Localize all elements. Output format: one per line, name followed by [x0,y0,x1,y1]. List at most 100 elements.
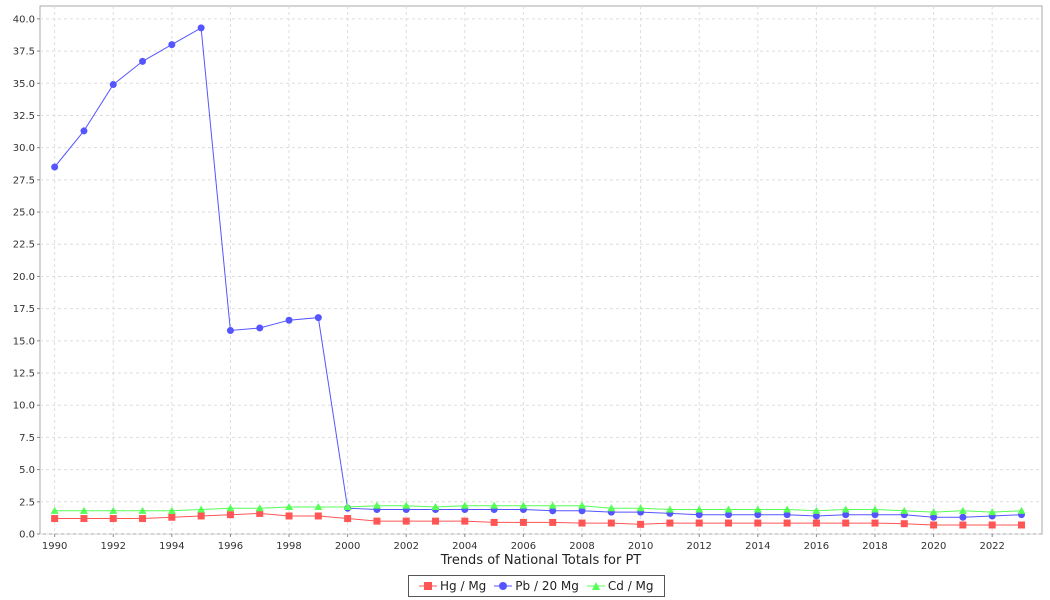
series-line [54,27,1022,518]
data-point-square [930,521,938,529]
y-tick-label: 22.5 [13,240,35,251]
x-tick-label: 2022 [979,541,1004,552]
data-point-square [197,512,205,520]
legend-label-hg: Hg / Mg [440,579,487,593]
data-point-triangle [607,504,616,512]
y-tick-label: 5.0 [19,465,35,476]
data-point-square [461,517,469,525]
data-point-square [900,520,908,528]
x-tick-label: 1994 [159,541,184,552]
data-point-square [432,517,440,525]
x-axis: 1990 1992 1994 1996 1998 2000 2002 2004 2006 2008… [42,534,1005,552]
data-point-triangle [636,504,645,512]
data-point-square [285,512,293,520]
series-line [54,512,1022,526]
data-point-square [725,519,733,527]
data-point-triangle [783,505,792,513]
data-point-square [168,513,176,521]
square-marker-icon [419,582,437,590]
data-point-square [109,515,117,523]
data-point-square [519,518,527,526]
plot-area [39,5,1043,535]
data-point-triangle [109,506,118,514]
data-point-square [607,519,615,527]
data-point-triangle [988,508,997,516]
data-point-triangle [665,505,674,513]
data-point-triangle [1017,506,1026,514]
data-point-triangle [958,506,967,514]
data-point-circle [80,127,88,135]
data-point-square [373,517,381,525]
y-tick-label: 40.0 [13,14,35,25]
series-0 [51,509,1025,529]
y-tick-label: 37.5 [13,47,35,58]
data-point-circle [871,511,879,519]
data-point-square [578,519,586,527]
data-point-triangle [871,505,879,513]
y-tick-label: 12.5 [13,369,35,380]
data-point-triangle [255,504,264,512]
y-tick-label: 15.0 [13,336,35,347]
y-tick-label: 30.0 [13,143,35,154]
legend-item-cd: Cd / Mg [586,579,654,593]
data-point-square [871,519,879,527]
data-point-circle [51,163,59,171]
legend-label-cd: Cd / Mg [607,579,654,593]
data-point-square [695,519,703,527]
x-axis-label: Trends of National Totals for PT [440,553,642,568]
data-point-triangle [695,505,704,513]
data-point-square [666,519,674,527]
legend-label-pb: Pb / 20 Mg [515,579,579,593]
circle-marker-icon [494,582,513,590]
triangle-marker-icon [586,582,605,590]
data-point-triangle [372,501,381,509]
data-point-triangle [519,501,528,509]
data-point-circle [812,512,820,520]
legend-item-pb: Pb / 20 Mg [494,579,579,593]
data-point-square [314,512,322,520]
data-point-circle [549,507,557,515]
data-point-square [51,515,59,523]
data-point-circle [226,327,234,335]
data-point-square [842,519,850,527]
data-point-square [256,509,264,517]
data-point-circle [959,513,967,521]
data-point-circle [725,511,733,519]
y-axis: 0.0 2.5 5.0 7.5 10.0 12.5 15.0 17.5 20.0 22.5 25.0… [13,14,40,541]
data-point-circle [754,511,762,519]
series-2 [50,501,1026,516]
data-point-square [226,511,234,519]
data-point-triangle [343,502,352,510]
data-point-triangle [138,506,147,514]
data-point-square [344,515,352,523]
x-tick-label: 2012 [686,541,711,552]
data-point-square [783,519,791,527]
x-tick-label: 2008 [569,541,594,552]
data-point-square [402,517,410,525]
data-point-circle [139,57,147,65]
x-tick-label: 2010 [628,541,653,552]
series-layer [50,24,1026,529]
data-point-triangle [285,502,294,510]
data-point-circle [256,324,264,332]
data-point-circle [695,511,703,519]
x-tick-label: 1992 [101,541,126,552]
data-point-circle [285,316,293,324]
data-point-circle [783,511,791,519]
data-point-circle [930,513,938,521]
data-point-square [988,521,996,529]
data-point-square [1017,521,1025,529]
x-tick-label: 2004 [452,541,477,552]
data-point-circle [109,81,117,89]
data-point-triangle [167,506,176,514]
data-point-triangle [402,501,411,509]
y-tick-label: 35.0 [13,79,35,90]
x-tick-label: 1996 [218,541,243,552]
legend: Hg / Mg Pb / 20 Mg Cd / Mg [408,575,665,597]
grid-lines [40,6,1042,535]
data-point-square [812,519,820,527]
y-tick-label: 32.5 [13,111,35,122]
data-point-circle [197,24,205,32]
data-point-square [754,519,762,527]
data-point-triangle [548,501,557,509]
